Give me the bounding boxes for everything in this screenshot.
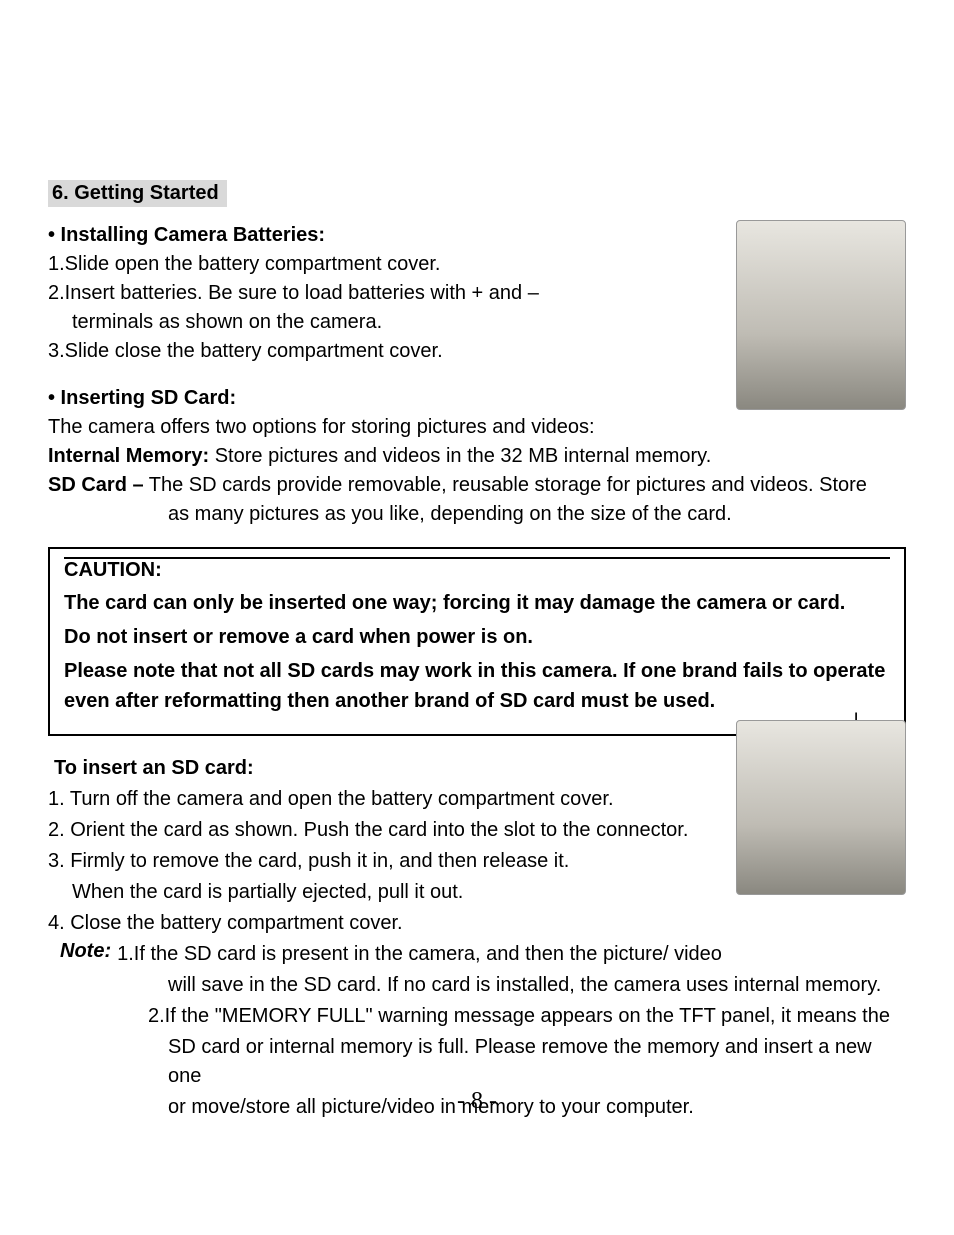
- note-n2a: 2.If the "MEMORY FULL" warning message a…: [48, 1002, 906, 1031]
- batteries-step3: 3.Slide close the battery compartment co…: [48, 337, 688, 366]
- caution-p3: Please note that not all SD cards may wo…: [64, 656, 890, 716]
- note-n1a: 1.If the SD card is present in the camer…: [117, 940, 722, 969]
- caution-box: CAUTION: The card can only be inserted o…: [48, 547, 906, 736]
- batteries-heading: • Installing Camera Batteries:: [48, 221, 688, 250]
- batteries-step2b: terminals as shown on the camera.: [48, 308, 688, 337]
- sd-card-rest1: The SD cards provide removable, reusable…: [144, 474, 867, 496]
- page-number: - 8 -: [0, 1088, 954, 1115]
- section-heading: 6. Getting Started: [48, 180, 227, 207]
- batteries-step1: 1.Slide open the battery compartment cov…: [48, 250, 688, 279]
- sd-internal: Internal Memory: Store pictures and vide…: [48, 442, 906, 471]
- caution-p2: Do not insert or remove a card when powe…: [64, 622, 890, 652]
- sd-internal-rest: Store pictures and videos in the 32 MB i…: [209, 445, 711, 467]
- insert-s4: 4. Close the battery compartment cover.: [48, 909, 906, 938]
- note-label: Note:: [48, 940, 117, 971]
- caution-p1: The card can only be inserted one way; f…: [64, 588, 890, 618]
- batteries-step2a: 2.Insert batteries. Be sure to load batt…: [48, 279, 688, 308]
- note-n2b: SD card or internal memory is full. Plea…: [48, 1033, 906, 1091]
- caution-title: CAUTION:: [64, 559, 890, 582]
- sd-internal-label: Internal Memory:: [48, 445, 209, 467]
- figure-battery-compartment: [736, 220, 906, 410]
- note-row: Note: 1.If the SD card is present in the…: [48, 940, 906, 971]
- sd-card-label: SD Card –: [48, 474, 144, 496]
- sd-intro: The camera offers two options for storin…: [48, 413, 906, 442]
- note-n1b: will save in the SD card. If no card is …: [48, 971, 906, 1000]
- batteries-block: • Installing Camera Batteries: 1.Slide o…: [48, 221, 688, 366]
- sd-card-line2: as many pictures as you like, depending …: [48, 500, 906, 529]
- sd-card-line1: SD Card – The SD cards provide removable…: [48, 471, 906, 500]
- figure-sd-card-insert: [736, 720, 906, 895]
- manual-page: 6. Getting Started • Installing Camera B…: [0, 0, 954, 1235]
